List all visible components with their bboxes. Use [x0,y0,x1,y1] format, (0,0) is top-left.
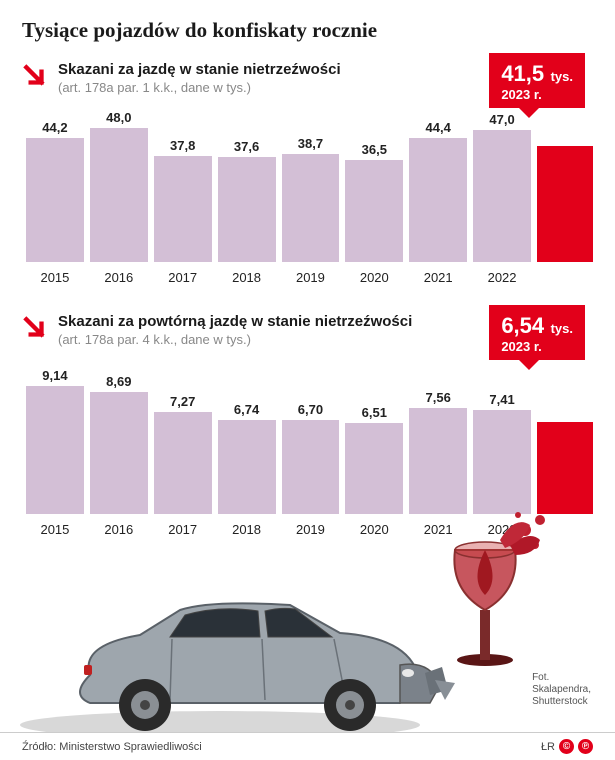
bar-2018: 37,6 2018 [218,139,276,285]
bar-rect [409,408,467,514]
bar-value [563,128,567,143]
bar-rect [473,130,531,262]
bar-rect [154,412,212,514]
arrow-down-right-icon [22,63,48,89]
bar-2015: 9,14 2015 [26,368,84,537]
bar-value: 7,56 [426,390,451,405]
bar-value: 38,7 [298,136,323,151]
bar-label: 2021 [424,522,453,537]
copyright-icon: © [559,739,574,754]
bar-rect [90,392,148,514]
bar-2021: 7,56 2021 [409,390,467,537]
bar-value: 37,8 [170,138,195,153]
chart2-callout: 6,54 tys. 2023 r. [489,305,585,360]
bar-label: 2017 [168,270,197,285]
photo-credit-line1: Skalapendra, [532,684,591,696]
phonogram-icon: ℗ [578,739,593,754]
chart1-callout-unit: tys. [551,69,573,84]
bar-2016: 48,0 2016 [90,110,148,285]
bar-label: 2016 [104,270,133,285]
bar-rect [409,138,467,262]
footer: Źródło: Ministerstwo Sprawiedliwości ŁR … [0,732,615,760]
bar-rect [218,420,276,514]
bar-2017: 37,8 2017 [154,138,212,285]
page-title: Tysiące pojazdów do konfiskaty rocznie [22,18,593,43]
bar-2020: 6,51 2020 [345,405,403,537]
chart2-callout-value: 6,54 [501,313,544,338]
bar-label: 2021 [424,270,453,285]
arrow-down-right-icon [22,315,48,341]
bar-label: 2020 [360,270,389,285]
bar-2016: 8,69 2016 [90,374,148,537]
bar-highlight [537,128,593,285]
bar-2018: 6,74 2018 [218,402,276,537]
chart1-callout-year: 2023 r. [501,87,573,102]
bar-rect [537,146,593,262]
bar-label: 2018 [232,522,261,537]
chart1-bars: 44,2 2015 48,0 2016 37,8 2017 37,6 2018 38,7 2019… [22,105,593,285]
bar-value: 47,0 [489,112,514,127]
bar-value: 9,14 [42,368,67,383]
bar-label: 2019 [296,270,325,285]
bar-value: 44,4 [426,120,451,135]
bar-rect [345,423,403,514]
photo-credit-line2: Shutterstock [532,696,591,708]
bar-value: 44,2 [42,120,67,135]
bar-label [563,270,567,285]
bar-label [563,522,567,537]
bar-value: 7,27 [170,394,195,409]
bar-label: 2016 [104,522,133,537]
footer-source: Źródło: Ministerstwo Sprawiedliwości [22,741,202,753]
chart2-callout-unit: tys. [551,321,573,336]
chart1-callout: 41,5 tys. 2023 r. [489,53,585,108]
bar-label: 2022 [488,270,517,285]
bar-value [563,404,567,419]
bar-2021: 44,4 2021 [409,120,467,285]
bar-value: 48,0 [106,110,131,125]
bar-2017: 7,27 2017 [154,394,212,537]
chart2-callout-year: 2023 r. [501,339,573,354]
bar-value: 36,5 [362,142,387,157]
bar-rect [26,386,84,514]
bar-2022: 47,0 2022 [473,112,531,285]
bar-highlight [537,404,593,537]
bar-2015: 44,2 2015 [26,120,84,285]
photo-credit: Fot. Skalapendra, Shutterstock [532,672,591,708]
bar-rect [282,154,340,262]
bar-2019: 38,7 2019 [282,136,340,285]
photo-credit-prefix: Fot. [532,672,591,684]
bar-label: 2022 [488,522,517,537]
bar-value: 7,41 [489,392,514,407]
bar-label: 2020 [360,522,389,537]
chart2-section: Skazani za powtórną jazdę w stanie nietr… [22,313,593,537]
bar-2022: 7,41 2022 [473,392,531,537]
bar-rect [473,410,531,514]
bar-value: 6,51 [362,405,387,420]
footer-author: ŁR [541,741,555,753]
bar-rect [282,420,340,514]
bar-2020: 36,5 2020 [345,142,403,285]
chart1-callout-value: 41,5 [501,61,544,86]
chart1-section: Skazani za jazdę w stanie nietrzeźwości … [22,61,593,285]
bar-label: 2019 [296,522,325,537]
bar-rect [26,138,84,262]
bar-value: 6,74 [234,402,259,417]
bar-rect [90,128,148,262]
bar-rect [345,160,403,262]
bar-label: 2017 [168,522,197,537]
bar-value: 6,70 [298,402,323,417]
bar-label: 2015 [40,522,69,537]
bar-label: 2018 [232,270,261,285]
bar-rect [218,157,276,262]
bar-label: 2015 [40,270,69,285]
bar-rect [154,156,212,262]
bar-2019: 6,70 2019 [282,402,340,537]
bar-value: 37,6 [234,139,259,154]
bar-value: 8,69 [106,374,131,389]
chart2-bars: 9,14 2015 8,69 2016 7,27 2017 6,74 2018 6,70 2019… [22,357,593,537]
bar-rect [537,422,593,514]
